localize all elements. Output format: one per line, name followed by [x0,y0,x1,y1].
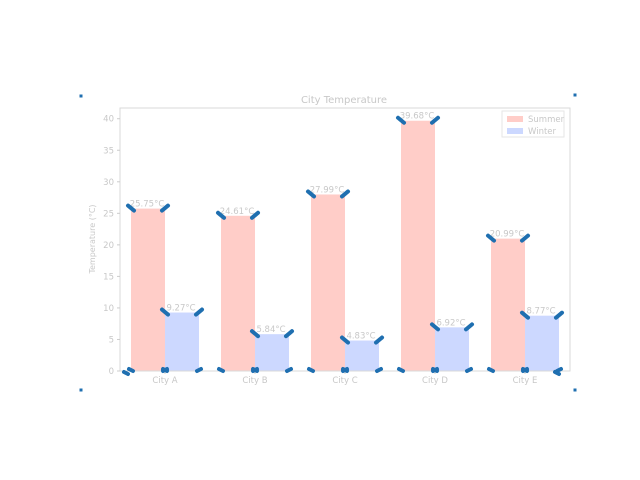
corner-marker [374,335,384,345]
y-tick-label: 40 [103,115,114,125]
corner-marker [430,322,440,332]
value-label-summer-5: 20.99°C [490,230,525,240]
figure-corner-marker [573,388,577,392]
value-label-summer-2: 24.61°C [220,207,255,217]
value-label-winter-2: 5.84°C [256,325,285,335]
bar-winter-4 [435,327,469,371]
base-marker [431,367,439,373]
base-marker [397,367,405,373]
corner-marker [554,310,564,320]
value-label-summer-3: 27.99°C [310,185,345,195]
y-tick-label: 25 [103,209,114,219]
bar-winter-5 [525,315,559,371]
corner-marker [340,335,350,345]
figure-corner-marker [79,388,83,392]
corner-marker [160,203,170,213]
value-label-winter-5: 8.77°C [526,307,555,317]
bar-summer-1 [131,208,165,371]
value-label-summer-1: 25.75°C [130,200,165,210]
value-label-summer-4: 39.68°C [400,112,435,122]
value-label-winter-1: 9.27°C [166,304,195,314]
bar-summer-5 [491,238,525,371]
corner-marker [306,189,316,199]
y-axis-label: Temperature (°C) [88,204,97,274]
base-marker [127,367,135,373]
corner-marker [486,233,496,243]
y-tick-label: 5 [109,335,114,345]
corner-marker [284,329,294,339]
ticks-layer: City A City B City C City D City E 0 5 10 15 20 25… [103,115,537,386]
legend-label-winter: Winter [528,127,557,137]
corner-marker [464,322,474,332]
x-tick-label-2: City B [242,376,267,386]
base-marker [161,367,169,373]
legend-swatch-winter [507,128,523,134]
axis-marker [553,370,561,376]
base-marker [341,367,349,373]
bars-layer [131,120,559,371]
corner-marker [340,189,350,199]
axis-marker [122,370,130,376]
legend-label-summer: Summer [528,115,565,125]
corner-marker [216,210,226,220]
bar-summer-3 [311,194,345,371]
y-tick-label: 35 [103,146,114,156]
y-tick-label: 30 [103,178,114,188]
corner-marker [520,233,530,243]
figure-corner-marker [79,94,83,98]
markers-layer [79,93,577,392]
legend: Summer Winter [501,110,565,138]
chart-title: City Temperature [301,95,387,106]
corner-marker [160,307,170,317]
corner-marker [250,329,260,339]
corner-marker [396,115,406,125]
base-marker [285,367,293,373]
y-tick-label: 20 [103,241,114,251]
base-marker [465,367,473,373]
corner-marker [126,203,136,213]
base-marker [217,367,225,373]
bar-winter-1 [165,312,199,371]
corner-marker [520,310,530,320]
figure-corner-marker [573,93,577,97]
bar-summer-4 [401,120,435,371]
y-tick-label: 10 [103,304,114,314]
value-labels-layer: 25.75°C 9.27°C 24.61°C 5.84°C 27.99°C 4.83°C 3… [130,112,556,342]
base-marker [487,367,495,373]
bar-winter-3 [345,340,379,371]
y-tick-label: 15 [103,272,114,282]
corner-marker [250,210,260,220]
bar-winter-2 [255,334,289,371]
x-tick-label-3: City C [332,376,357,386]
value-label-winter-3: 4.83°C [346,332,375,342]
base-marker [521,367,529,373]
x-tick-label-5: City E [513,376,538,386]
corner-marker [430,115,440,125]
base-marker [251,367,259,373]
base-marker [307,367,315,373]
corner-marker [194,307,204,317]
bar-summer-2 [221,215,255,371]
base-marker [375,367,383,373]
x-tick-label-4: City D [422,376,448,386]
base-marker [555,367,563,373]
y-tick-label: 0 [109,367,114,377]
x-tick-label-1: City A [152,376,177,386]
legend-swatch-summer [507,116,523,122]
base-marker [195,367,203,373]
value-label-winter-4: 6.92°C [436,318,465,328]
